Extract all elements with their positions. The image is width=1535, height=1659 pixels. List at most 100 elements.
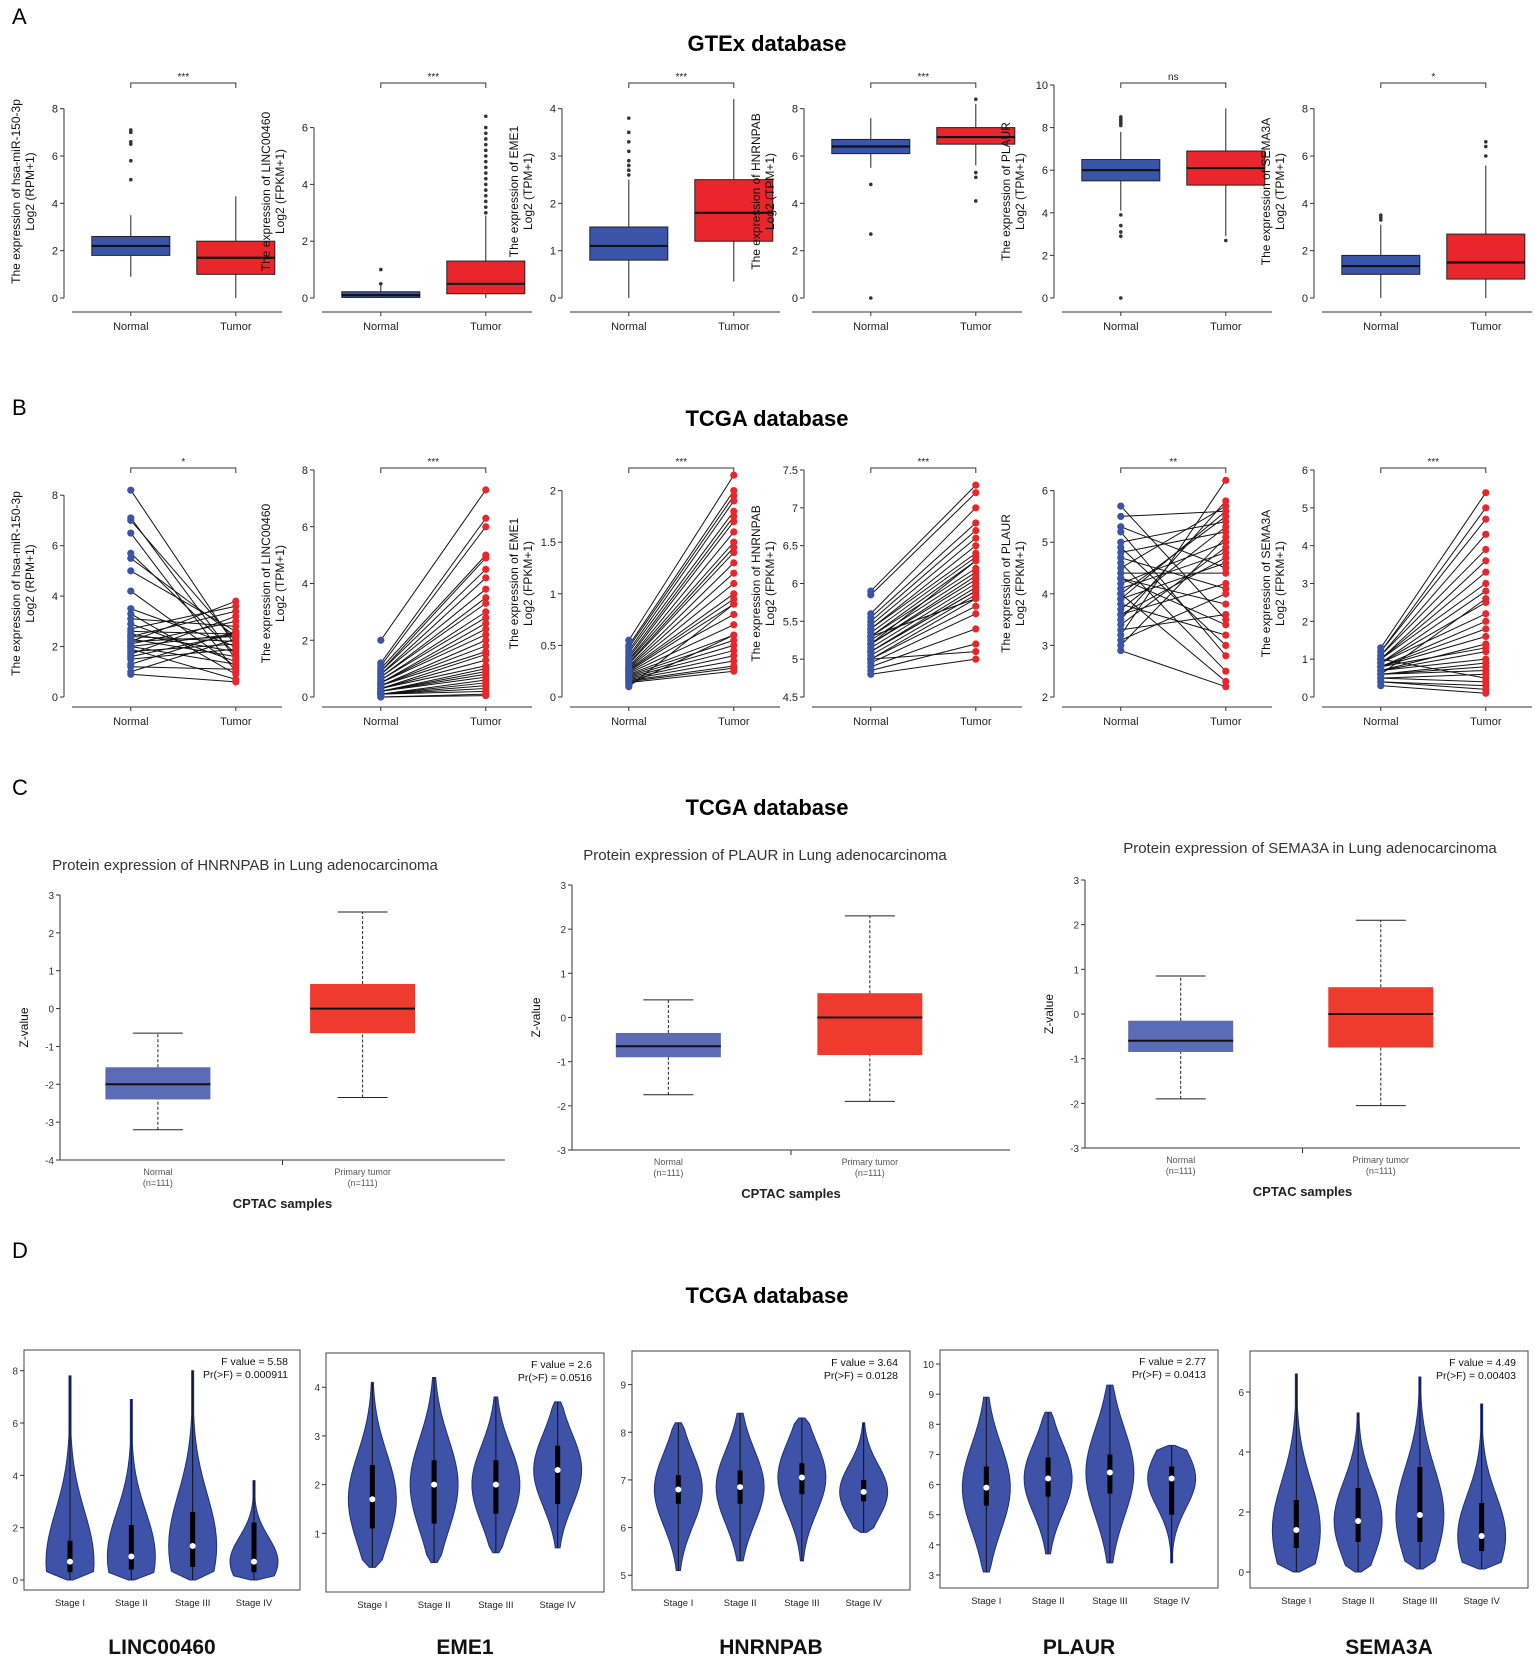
tumor-point (1222, 497, 1230, 505)
tumor-point (1222, 523, 1230, 531)
significance-label: *** (1427, 457, 1439, 468)
x-tick-label: Normal (363, 321, 398, 333)
pair-line (1380, 492, 1487, 649)
normal-point (867, 655, 875, 663)
pair-line (380, 617, 487, 681)
chart-b-1-y-tick-label: 4 (52, 591, 58, 603)
pair-line (130, 633, 236, 648)
outlier-point (484, 176, 488, 181)
violin-median (1478, 1533, 1485, 1539)
box (817, 993, 923, 1056)
x-tick-label: Tumor (470, 321, 502, 333)
tumor-point (1222, 548, 1230, 557)
pair-line (870, 605, 977, 660)
violin-median (128, 1553, 135, 1560)
normal-point (1117, 610, 1125, 619)
tumor-point (730, 610, 738, 619)
tumor-point (1482, 632, 1490, 641)
significance-bracket (870, 467, 977, 473)
normal-point (127, 554, 135, 562)
normal-point (1117, 646, 1125, 655)
violin-iqr (1355, 1488, 1361, 1542)
box (446, 260, 526, 295)
pair-line (870, 556, 977, 634)
tumor-point (730, 492, 738, 500)
y-axis-label: The expression of PLAUR (999, 514, 1013, 653)
panel-d-title: TCGA database (685, 1283, 848, 1308)
tumor-point (1222, 610, 1230, 619)
significance-label: *** (177, 72, 189, 83)
x-tick-label: Tumor (1210, 716, 1242, 728)
outlier-point (1224, 238, 1228, 243)
tumor-point (1482, 625, 1490, 633)
outlier-point (1119, 213, 1123, 217)
outlier-point (484, 188, 488, 192)
violin-median (798, 1474, 805, 1481)
pair-line (380, 517, 487, 664)
pair-line (1380, 590, 1487, 664)
pair-line (380, 695, 486, 698)
normal-point (1117, 579, 1125, 588)
box (694, 179, 774, 242)
tumor-point (482, 599, 490, 607)
chart-d-5-y-tick-label: 2 (1238, 1508, 1244, 1519)
outlier-point (1484, 140, 1488, 144)
outlier-point (484, 165, 488, 170)
tumor-point (972, 504, 980, 512)
tumor-point (730, 595, 738, 603)
outlier-point (484, 148, 488, 153)
y-axis-label-unit: Log2 (FPKM+1) (1273, 541, 1287, 626)
significance-label: *** (675, 457, 687, 468)
tumor-point (232, 678, 240, 686)
pair-line (628, 516, 735, 657)
normal-point (127, 610, 135, 618)
significance-bracket (870, 82, 977, 88)
y-axis-label-unit: Log2 (RPM+1) (23, 152, 37, 230)
pair-line (380, 634, 487, 684)
normal-point (127, 655, 135, 663)
tumor-point (730, 548, 738, 557)
outlier-point (869, 182, 873, 187)
pair-line (1380, 598, 1487, 675)
tumor-point (730, 641, 738, 650)
pair-line (380, 568, 487, 672)
chart-title: Protein expression of HNRNPAB in Lung ad… (52, 857, 438, 874)
x-tick-label: Stage II (1342, 1596, 1375, 1607)
tumor-point (730, 543, 738, 551)
y-axis-label-unit: Log2 (TPM+1) (1273, 153, 1287, 230)
tumor-point (1222, 517, 1230, 526)
chart-a-2-y-tick-label: 0 (302, 293, 308, 305)
tumor-point (1222, 543, 1230, 551)
violin-iqr (1417, 1467, 1423, 1542)
significance-bracket (130, 467, 237, 473)
violin-median (67, 1558, 73, 1565)
tumor-point (482, 691, 490, 700)
tumor-point (1222, 533, 1230, 541)
significance-bracket (1380, 467, 1487, 473)
chart-a-5-y-tick-label: 10 (1036, 80, 1048, 92)
pair-line (1380, 647, 1486, 668)
pair-line (628, 667, 734, 683)
chart-b-1-y-tick-label: 8 (52, 490, 58, 502)
pair-line (1120, 541, 1226, 584)
chart-a-4-y-tick-label: 2 (792, 246, 798, 258)
x-tick-label: Tumor (470, 716, 502, 728)
normal-point (1377, 655, 1385, 663)
chart-b-2: 0 2 4 6 8 Normal Tumor The expression of LINC00… (259, 457, 532, 728)
pair-line (628, 655, 734, 679)
chart-a-4-y-tick-label: 0 (792, 293, 798, 305)
violin-median (1045, 1475, 1052, 1482)
pair-line (628, 572, 735, 668)
y-axis-label: The expression of LINC00460 (259, 111, 273, 271)
x-tick-label: Stage IV (845, 1598, 882, 1609)
pair-line (1380, 613, 1487, 664)
tumor-point (730, 636, 738, 644)
pair-line (130, 648, 236, 660)
pair-line (870, 492, 977, 596)
violin-iqr (1479, 1503, 1485, 1551)
chart-c-1-y-tick-label: -4 (45, 1156, 54, 1167)
chart-a-1-y-tick-label: 8 (52, 104, 58, 116)
normal-point (1117, 621, 1125, 629)
tumor-point (1222, 564, 1230, 572)
